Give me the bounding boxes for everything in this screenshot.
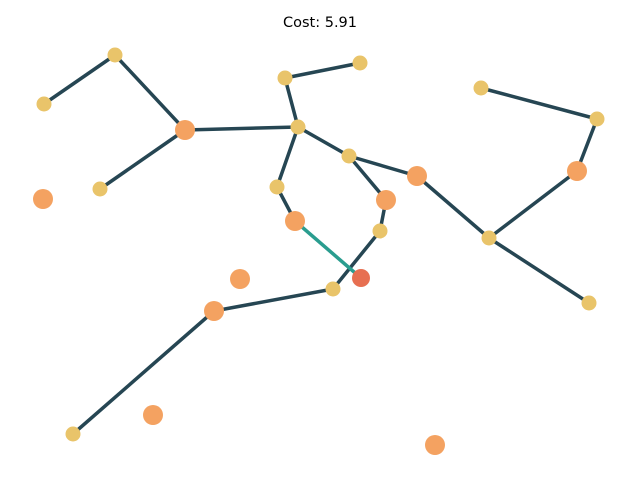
small-node (589, 111, 605, 127)
nodes-layer (33, 47, 605, 455)
small-node (107, 47, 123, 63)
large-node (33, 189, 53, 209)
graph-edge (183, 125, 300, 132)
large-node (285, 211, 305, 231)
graph-edge (113, 53, 187, 132)
graph-edge (212, 287, 335, 313)
large-node (376, 190, 396, 210)
graph-edge (275, 125, 300, 189)
graph-edge (296, 125, 351, 158)
graph-edge (98, 128, 187, 191)
large-node (567, 161, 587, 181)
small-node (269, 179, 285, 195)
graph-edge (487, 236, 591, 305)
small-node (36, 96, 52, 112)
large-node (175, 120, 195, 140)
graph-edge (331, 229, 382, 291)
small-node (92, 181, 108, 197)
large-node (204, 301, 224, 321)
graph-edge (283, 61, 362, 80)
cost-title: Cost: 5.91 (283, 15, 357, 31)
highlighted-edge (293, 219, 363, 280)
highlighted-node (352, 269, 370, 287)
graph-edge (71, 309, 216, 436)
small-node (290, 119, 306, 135)
graph-edge (42, 53, 117, 106)
graph-edge (283, 76, 300, 129)
small-node (341, 148, 357, 164)
graph-edge (487, 169, 579, 240)
large-node (230, 269, 250, 289)
graph-edge (347, 154, 419, 178)
large-node (425, 435, 445, 455)
graph-edge (415, 174, 491, 240)
small-node (352, 55, 368, 71)
graph-edge (479, 86, 599, 121)
small-node (372, 223, 388, 239)
small-node (473, 80, 489, 96)
small-node (325, 281, 341, 297)
small-node (277, 70, 293, 86)
small-node (581, 295, 597, 311)
large-node (143, 405, 163, 425)
edges-layer (42, 53, 599, 436)
large-node (407, 166, 427, 186)
small-node (481, 230, 497, 246)
small-node (65, 426, 81, 442)
